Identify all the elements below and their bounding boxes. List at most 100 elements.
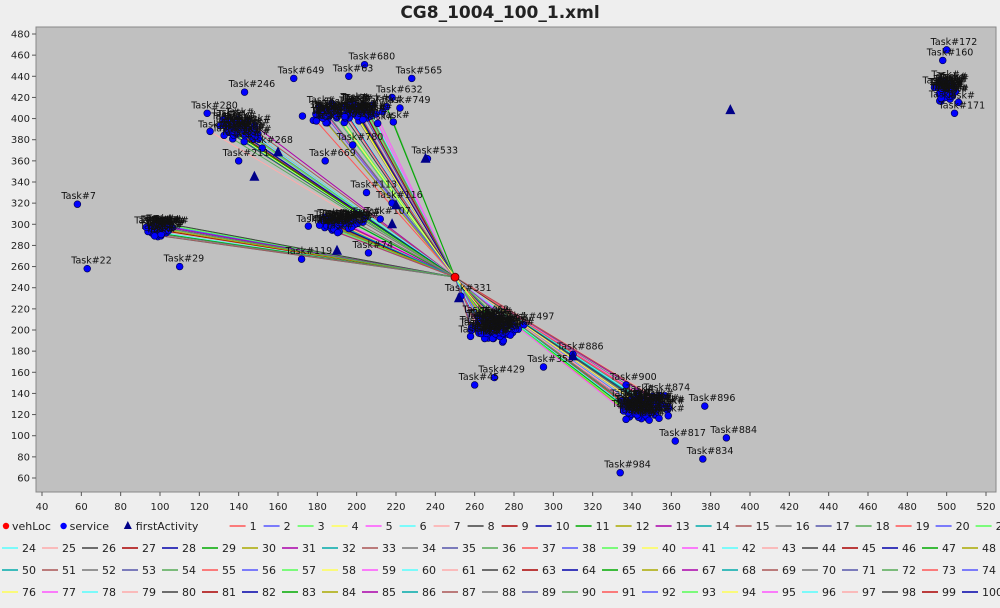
route-line	[244, 135, 456, 278]
y-tick-label: 80	[17, 452, 30, 463]
task-label-unreadable: Task#	[341, 102, 371, 113]
legend-item: 96	[802, 586, 836, 599]
service-point	[388, 93, 396, 102]
task-label-unreadable: Task#	[635, 406, 665, 417]
task-label-unreadable: Task#	[490, 313, 520, 324]
service-point	[297, 255, 306, 263]
task-label-unreadable: Task#	[935, 78, 965, 89]
y-tick-label: 380	[11, 135, 30, 146]
task-label-unreadable: Task#	[343, 103, 373, 114]
legend-item: 71	[842, 564, 876, 577]
task-label-unreadable: Task#	[153, 221, 183, 232]
legend-label: 14	[716, 520, 730, 533]
task-label: Task#116	[375, 190, 423, 201]
task-label-unreadable: Task#	[641, 392, 671, 403]
task-label-unreadable: Task#	[332, 211, 362, 222]
legend-item: firstActivity	[123, 520, 199, 533]
service-point	[488, 315, 497, 323]
task-label: Task#355	[527, 354, 575, 365]
service-point	[298, 112, 307, 120]
service-point	[396, 104, 404, 112]
service-point	[722, 434, 731, 442]
legend-label: 87	[462, 586, 476, 599]
task-label-unreadable: Task#	[470, 308, 500, 319]
task-label-unreadable: Task#	[627, 398, 657, 409]
task-label-unreadable: Task#	[157, 216, 187, 227]
legend-item: 53	[122, 564, 156, 577]
legend-item: 97	[842, 586, 876, 599]
task-label-unreadable: Task#	[476, 313, 506, 324]
task-label-unreadable: Task#	[623, 402, 653, 413]
legend-item: 80	[162, 586, 196, 599]
service-point	[315, 221, 324, 229]
legend-item: 85	[362, 586, 396, 599]
task-label: Task#7	[60, 191, 96, 202]
task-label-unreadable: Task#	[225, 107, 255, 118]
legend-item: 59	[362, 564, 396, 577]
legend-item: 81	[202, 586, 236, 599]
legend-label: 71	[862, 564, 876, 577]
legend-item: 45	[842, 542, 876, 555]
legend-label: 80	[182, 586, 196, 599]
task-label-unreadable: Task#	[318, 216, 348, 227]
service-point	[222, 122, 230, 130]
legend-item: 90	[562, 586, 596, 599]
x-tick-label: 260	[465, 502, 484, 513]
x-tick-label: 440	[819, 502, 838, 513]
legend-item: 61	[442, 564, 476, 577]
service-point	[206, 127, 214, 136]
legend-item: 48	[962, 542, 996, 555]
task-label: Task#29	[163, 254, 205, 265]
x-tick-label: 480	[898, 502, 917, 513]
service-point	[357, 102, 365, 110]
task-label-unreadable: Task#	[350, 108, 380, 119]
legend-item: 69	[762, 564, 796, 577]
legend-label: 1	[250, 520, 257, 533]
legend-label: 19	[916, 520, 930, 533]
task-label-unreadable: Task#	[221, 112, 251, 123]
task-label-unreadable: Task#	[349, 98, 379, 109]
legend-item: 63	[522, 564, 556, 577]
legend-item: 33	[362, 542, 396, 555]
task-label-unreadable: Task#	[241, 117, 271, 128]
service-point	[73, 200, 82, 208]
legend-label: 6	[420, 520, 427, 533]
y-tick-label: 420	[11, 93, 30, 104]
task-label-unreadable: Task#	[938, 76, 968, 87]
legend-item: 42	[722, 542, 756, 555]
legend-item: 86	[402, 586, 436, 599]
service-point	[539, 363, 548, 371]
task-label-unreadable: Task#	[479, 307, 509, 318]
service-point	[950, 109, 959, 117]
y-tick-label: 340	[11, 178, 30, 189]
legend-label: 26	[102, 542, 116, 555]
task-label: Task#113	[350, 180, 398, 191]
legend-label: 3	[318, 520, 325, 533]
legend-item: 19	[895, 520, 930, 533]
service-point	[939, 56, 947, 65]
route-line	[153, 225, 456, 278]
legend-label: 12	[636, 520, 650, 533]
legend-item: 51	[42, 564, 76, 577]
route-line	[375, 113, 456, 278]
legend-label: 64	[582, 564, 596, 577]
task-label-unreadable: Task#	[340, 92, 370, 103]
task-label-unreadable: Task#	[242, 124, 272, 135]
legend-item: 74	[962, 564, 996, 577]
task-label-unreadable: Task#	[645, 396, 675, 407]
task-label-unreadable: Task#	[932, 82, 962, 93]
task-label-unreadable: Task#	[459, 317, 489, 328]
legend-label: 69	[782, 564, 796, 577]
legend-label: 39	[622, 542, 636, 555]
route-line	[352, 219, 456, 278]
service-point	[373, 119, 382, 128]
service-point	[321, 157, 329, 165]
route-line	[351, 226, 456, 278]
legend-marker-service	[60, 522, 67, 530]
legend-item: 29	[202, 542, 236, 555]
x-tick-label: 200	[347, 502, 366, 513]
route-line	[454, 276, 493, 320]
task-label: Task#900	[609, 372, 657, 383]
y-tick-label: 300	[11, 220, 30, 231]
service-point	[237, 124, 246, 132]
